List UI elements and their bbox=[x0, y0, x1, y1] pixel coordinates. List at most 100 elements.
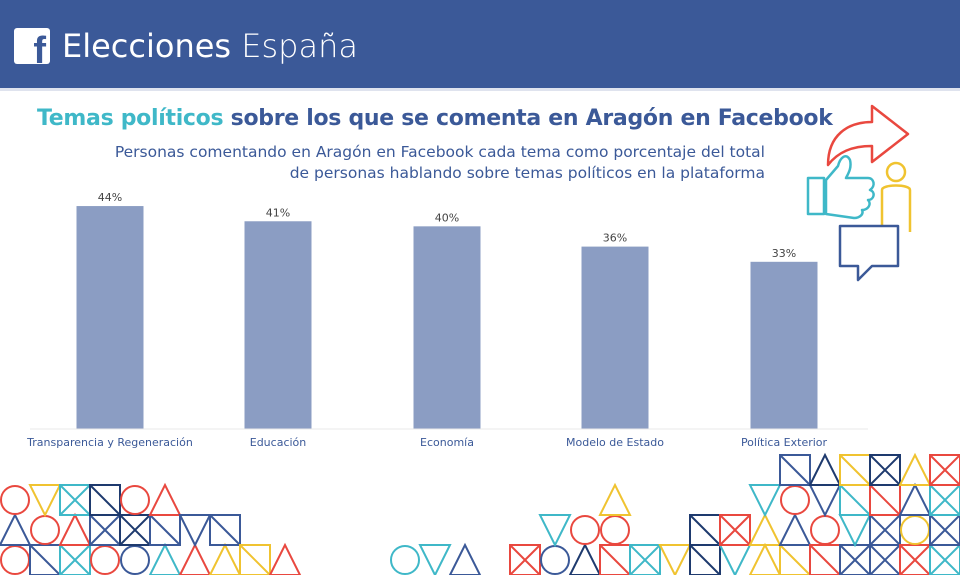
pattern-tile bbox=[0, 485, 30, 515]
pattern-tile bbox=[899, 544, 931, 575]
chart-title: Temas políticos sobre los que se comenta… bbox=[37, 106, 833, 131]
pattern-tile bbox=[149, 514, 181, 546]
bar-1 bbox=[76, 206, 144, 429]
pattern-tile bbox=[929, 454, 960, 486]
header-title-bold: Elecciones bbox=[62, 27, 232, 65]
chart-title-rest: sobre los que se comenta en Aragón en Fa… bbox=[223, 106, 833, 131]
pattern-tile bbox=[839, 544, 871, 575]
pattern-tile bbox=[538, 514, 572, 548]
pattern-tile bbox=[689, 544, 721, 575]
pattern-tile bbox=[418, 544, 452, 575]
pattern-tile bbox=[600, 515, 630, 545]
x-tick-label: Transparencia y Regeneración bbox=[26, 436, 193, 449]
pattern-tile bbox=[748, 542, 782, 575]
pattern-tile bbox=[59, 484, 91, 516]
pattern-tile bbox=[0, 545, 30, 575]
chart-subtitle: Personas comentando en Aragón en Faceboo… bbox=[114, 143, 765, 182]
chart-title-highlight: Temas políticos bbox=[37, 106, 224, 131]
pattern-tile bbox=[898, 482, 932, 516]
pattern-tile bbox=[568, 542, 602, 575]
header-bar: f Elecciones España bbox=[0, 0, 960, 88]
pattern-tile bbox=[929, 514, 960, 546]
pattern-tile bbox=[89, 484, 121, 516]
pattern-tile bbox=[629, 544, 661, 575]
pattern-tile bbox=[780, 485, 810, 515]
pattern-tile bbox=[689, 514, 721, 546]
pattern-tile bbox=[898, 452, 932, 486]
chat-bubble-icon bbox=[838, 224, 900, 282]
bar-value-label: 36% bbox=[603, 232, 627, 245]
pattern-tile bbox=[268, 542, 302, 575]
pattern-tile bbox=[390, 545, 420, 575]
pattern-tile bbox=[509, 544, 541, 575]
facebook-logo-letter: f bbox=[33, 30, 46, 72]
bar-value-label: 41% bbox=[266, 206, 290, 219]
pattern-tile bbox=[59, 544, 91, 575]
x-tick-label: Educación bbox=[250, 436, 307, 449]
pattern-tile bbox=[869, 454, 901, 486]
pattern-tile bbox=[58, 512, 92, 546]
pattern-tile bbox=[30, 515, 60, 545]
x-tick-label: Política Exterior bbox=[741, 436, 828, 449]
pattern-tile bbox=[929, 544, 960, 575]
x-tick-label: Modelo de Estado bbox=[566, 436, 664, 449]
pattern-tile bbox=[239, 544, 271, 575]
share-arrow-icon bbox=[826, 104, 910, 167]
pattern-tile bbox=[178, 514, 212, 548]
bar-2 bbox=[244, 221, 312, 429]
bar-5 bbox=[750, 261, 818, 429]
pattern-tile bbox=[89, 514, 121, 546]
pattern-tile bbox=[148, 482, 182, 516]
bar-3 bbox=[413, 226, 481, 429]
pattern-tile bbox=[28, 484, 62, 518]
pattern-tile bbox=[839, 484, 871, 516]
pattern-tile bbox=[869, 514, 901, 546]
pattern-tile bbox=[599, 544, 631, 575]
bar-value-label: 40% bbox=[435, 211, 459, 224]
like-icon bbox=[806, 155, 875, 220]
pattern-tile bbox=[0, 512, 32, 546]
pattern-tile bbox=[120, 545, 150, 575]
pattern-tile bbox=[208, 542, 242, 575]
pattern-tile bbox=[148, 542, 182, 575]
bar-4 bbox=[581, 246, 649, 429]
pattern-tile bbox=[779, 454, 811, 486]
x-tick-label: Economía bbox=[420, 436, 474, 449]
facebook-logo-icon: f bbox=[14, 28, 50, 70]
pattern-tile bbox=[178, 542, 212, 575]
bar-value-label: 44% bbox=[98, 191, 122, 204]
pattern-tile bbox=[778, 512, 812, 546]
pattern-tile bbox=[29, 544, 61, 575]
header-title: Elecciones España bbox=[62, 26, 358, 66]
pattern-tile bbox=[719, 514, 751, 546]
person-icon bbox=[880, 161, 912, 232]
pattern-tile bbox=[658, 544, 692, 575]
pattern-tile bbox=[779, 544, 811, 575]
pattern-tile bbox=[540, 545, 570, 575]
pattern-tile bbox=[869, 484, 901, 516]
pattern-tile bbox=[810, 515, 840, 545]
bar-chart: 44% Transparencia y Regeneración 41% Educac… bbox=[26, 191, 868, 449]
pattern-tile bbox=[209, 514, 241, 546]
pattern-tile bbox=[120, 485, 150, 515]
pattern-tile bbox=[869, 544, 901, 575]
pattern-tile bbox=[718, 544, 752, 575]
pattern-tile bbox=[929, 484, 960, 516]
pattern-tile bbox=[808, 452, 842, 486]
pattern-tile bbox=[838, 514, 872, 548]
pattern-tile bbox=[448, 542, 482, 575]
pattern-tile bbox=[748, 484, 782, 518]
pattern-tile bbox=[748, 512, 782, 546]
pattern-tile bbox=[570, 515, 600, 545]
bar-value-label: 33% bbox=[772, 247, 796, 260]
pattern-tile bbox=[119, 514, 151, 546]
pattern-tile bbox=[598, 482, 632, 516]
pattern-tile bbox=[839, 454, 871, 486]
pattern-tile bbox=[808, 484, 842, 518]
pattern-tile bbox=[809, 544, 841, 575]
header-divider bbox=[0, 88, 960, 91]
pattern-tile bbox=[90, 545, 120, 575]
header-title-light: España bbox=[241, 27, 358, 65]
